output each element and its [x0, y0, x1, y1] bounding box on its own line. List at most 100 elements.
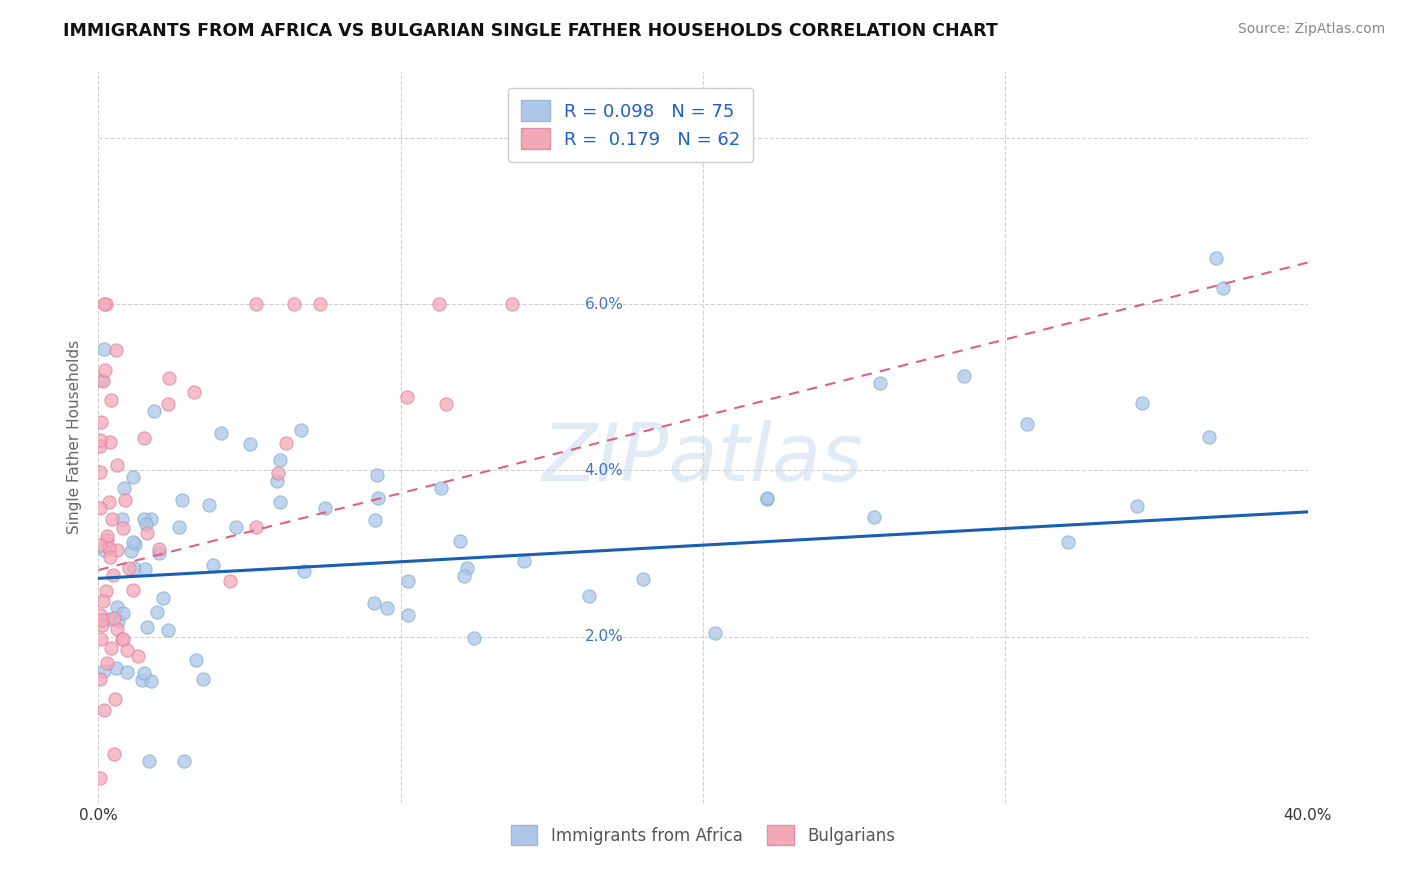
Point: [96, 297, 118, 311]
Point: [375, 601, 398, 615]
Point: [139, 673, 162, 688]
Point: [1130, 395, 1153, 409]
Point: [103, 611, 125, 625]
Point: [157, 371, 180, 385]
Point: [869, 376, 891, 390]
Point: [309, 297, 332, 311]
Point: [93, 297, 115, 311]
Point: [396, 574, 419, 588]
Point: [367, 491, 389, 505]
Point: [93, 543, 115, 558]
Point: [755, 492, 778, 507]
Point: [114, 493, 136, 508]
Point: [183, 385, 205, 400]
Point: [94, 363, 117, 377]
Point: [395, 390, 418, 404]
Text: Source: ZipAtlas.com: Source: ZipAtlas.com: [1237, 22, 1385, 37]
Text: 6.0%: 6.0%: [585, 297, 623, 311]
Point: [1056, 535, 1078, 549]
Point: [104, 661, 127, 675]
Point: [105, 622, 128, 636]
Point: [156, 397, 179, 411]
Point: [269, 494, 291, 508]
Point: [89, 608, 111, 623]
Point: [314, 500, 336, 515]
Point: [218, 574, 240, 589]
Point: [131, 673, 153, 687]
Text: ZIPatlas: ZIPatlas: [541, 420, 865, 498]
Point: [90, 632, 112, 646]
Point: [267, 466, 290, 480]
Point: [89, 465, 111, 479]
Point: [90, 415, 112, 429]
Point: [104, 692, 127, 706]
Point: [201, 558, 224, 573]
Text: 4.0%: 4.0%: [585, 463, 623, 478]
Point: [364, 513, 387, 527]
Point: [122, 561, 145, 575]
Point: [449, 533, 471, 548]
Point: [90, 613, 112, 627]
Point: [132, 431, 155, 445]
Point: [463, 631, 485, 645]
Point: [100, 550, 122, 565]
Point: [89, 672, 111, 686]
Point: [96, 656, 118, 670]
Point: [120, 543, 142, 558]
Point: [148, 542, 170, 557]
Point: [132, 512, 155, 526]
Point: [124, 537, 146, 551]
Point: [225, 520, 247, 534]
Point: [427, 297, 450, 311]
Point: [453, 569, 475, 583]
Point: [105, 458, 128, 473]
Point: [101, 568, 124, 582]
Point: [121, 470, 143, 484]
Point: [98, 495, 121, 509]
Point: [501, 297, 523, 311]
Point: [89, 439, 111, 453]
Point: [1212, 281, 1234, 295]
Point: [169, 519, 191, 533]
Point: [170, 493, 193, 508]
Point: [184, 653, 207, 667]
Point: [112, 481, 135, 495]
Point: [91, 617, 114, 632]
Point: [98, 434, 121, 449]
Point: [100, 512, 122, 526]
Point: [104, 343, 127, 358]
Point: [148, 546, 170, 560]
Point: [132, 665, 155, 680]
Point: [122, 534, 145, 549]
Point: [1205, 251, 1227, 265]
Point: [98, 541, 121, 555]
Point: [118, 561, 141, 575]
Point: [862, 510, 884, 524]
Legend: Immigrants from Africa, Bulgarians: Immigrants from Africa, Bulgarians: [502, 817, 904, 853]
Point: [111, 512, 134, 526]
Point: [89, 771, 111, 785]
Point: [138, 754, 160, 768]
Point: [91, 594, 114, 608]
Point: [112, 521, 135, 535]
Point: [93, 703, 115, 717]
Point: [152, 591, 174, 605]
Point: [98, 612, 121, 626]
Point: [193, 672, 215, 686]
Point: [266, 474, 288, 488]
Point: [94, 584, 117, 599]
Point: [100, 393, 122, 408]
Text: 2.0%: 2.0%: [585, 629, 623, 644]
Point: [135, 517, 157, 532]
Point: [89, 434, 111, 448]
Point: [96, 533, 118, 547]
Point: [105, 542, 128, 557]
Point: [366, 468, 388, 483]
Point: [292, 564, 315, 578]
Point: [396, 608, 419, 623]
Point: [755, 491, 778, 506]
Point: [173, 754, 195, 768]
Point: [239, 436, 262, 450]
Point: [96, 528, 118, 542]
Point: [1015, 417, 1038, 431]
